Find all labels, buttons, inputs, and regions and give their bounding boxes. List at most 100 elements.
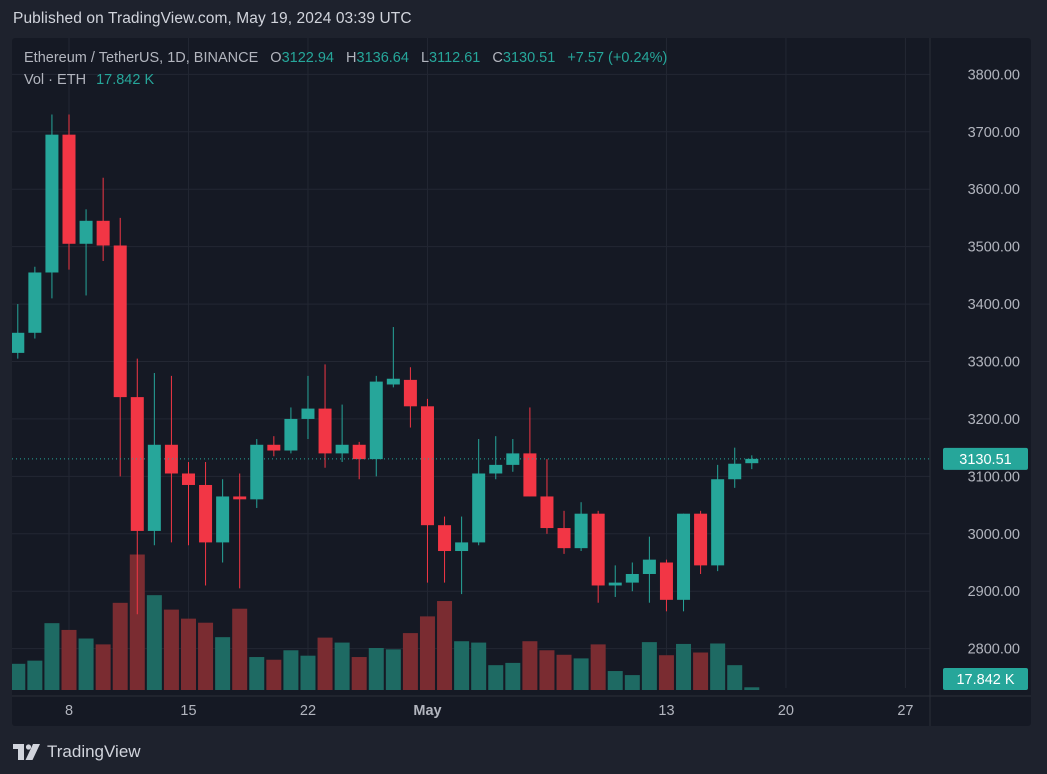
chart-panel[interactable]: 3130.51 17.842 K 3800.00 3700.00 3600.00 350… xyxy=(12,38,1031,726)
candle-body xyxy=(455,542,469,552)
candle-body xyxy=(301,408,315,419)
candle-body xyxy=(711,479,725,566)
volume-bar xyxy=(454,641,470,690)
candle-body xyxy=(113,245,127,398)
legend-volume-row: Vol · ETH 17.842 K xyxy=(24,69,675,91)
candle-body xyxy=(233,496,247,500)
candle-body xyxy=(267,444,281,451)
candle-body xyxy=(438,525,452,552)
y-tick-label: 3400.00 xyxy=(968,297,1020,313)
volume-bar xyxy=(300,655,316,690)
candle-body xyxy=(199,484,213,543)
candle-body xyxy=(147,444,161,531)
candle-body xyxy=(369,381,383,460)
x-tick-label: 27 xyxy=(897,703,913,719)
volume-bar xyxy=(283,650,299,690)
y-tick-label: 3000.00 xyxy=(968,527,1020,543)
legend-close-label: C xyxy=(492,50,503,66)
volume-bar xyxy=(573,658,589,690)
legend-ohlc-row: Ethereum / TetherUS, 1D, BINANCE O3122.9… xyxy=(24,47,675,69)
legend-low-label: L xyxy=(420,50,430,66)
volume-bars xyxy=(12,554,760,690)
volume-bar xyxy=(180,618,196,690)
volume-bar xyxy=(590,644,606,690)
legend-symbol[interactable]: Ethereum / TetherUS, 1D, BINANCE xyxy=(24,50,259,66)
volume-tag: 17.842 K xyxy=(956,672,1014,688)
candle-body xyxy=(677,513,691,600)
volume-bar xyxy=(27,660,43,690)
volume-bar xyxy=(676,643,692,690)
footer-brand[interactable]: TradingView xyxy=(13,740,141,764)
candle-body xyxy=(79,220,93,244)
volume-bar xyxy=(78,638,94,690)
candle-body xyxy=(608,582,622,586)
legend-open-value: 3122.94 xyxy=(281,50,334,66)
candle-body xyxy=(728,463,742,480)
x-tick-label: 15 xyxy=(180,703,196,719)
candle-body xyxy=(694,513,708,566)
candlestick-chart[interactable]: 3130.51 17.842 K 3800.00 3700.00 3600.00 350… xyxy=(12,38,1031,726)
volume-bar xyxy=(488,665,504,690)
candle-body xyxy=(472,473,486,543)
volume-bar xyxy=(266,659,282,690)
volume-bar xyxy=(215,637,231,690)
legend-change: +7.57 (+0.24%) xyxy=(567,50,668,66)
volume-bar xyxy=(368,648,384,690)
candle-body xyxy=(557,528,571,549)
y-tick-label: 3100.00 xyxy=(968,469,1020,485)
volume-bar xyxy=(658,655,674,690)
candle-body xyxy=(318,408,332,454)
volume-tag-bg xyxy=(943,668,1028,690)
candle-body xyxy=(62,134,76,244)
legend-high-label: H xyxy=(346,50,357,66)
volume-bar xyxy=(12,663,26,690)
volume-bar xyxy=(556,654,572,690)
y-tick-label: 2900.00 xyxy=(968,584,1020,600)
price-line: 3130.51 17.842 K xyxy=(12,447,1028,690)
y-tick-label: 3300.00 xyxy=(968,355,1020,371)
legend-low-value: 3112.61 xyxy=(429,50,481,66)
candle-body xyxy=(181,473,195,485)
volume-bar xyxy=(744,687,760,690)
candle-body xyxy=(216,496,230,543)
volume-bar xyxy=(44,623,60,690)
y-tick-label: 3700.00 xyxy=(968,125,1020,141)
candle-body xyxy=(12,332,25,353)
volume-bar xyxy=(693,652,709,690)
candle-body xyxy=(591,513,605,586)
legend-volume-label: Vol · ETH xyxy=(24,72,87,88)
volume-bar xyxy=(351,657,367,690)
volume-bar xyxy=(249,657,265,690)
candle-body xyxy=(250,444,264,500)
last-price-tag: 3130.51 xyxy=(959,452,1011,468)
volume-bar xyxy=(539,650,555,690)
volume-bar xyxy=(112,602,128,690)
volume-bar xyxy=(163,609,179,690)
volume-bar xyxy=(641,642,657,690)
volume-bar xyxy=(727,665,743,690)
x-tick-label: 20 xyxy=(778,703,794,719)
y-tick-label: 3200.00 xyxy=(968,412,1020,428)
volume-bar xyxy=(402,633,418,690)
candle-body xyxy=(540,496,554,529)
candle-body xyxy=(386,378,400,385)
candle-body xyxy=(625,573,639,583)
candle-body xyxy=(745,458,759,464)
volume-bar xyxy=(607,671,623,690)
volume-bar xyxy=(129,554,145,690)
x-tick-label: 13 xyxy=(658,703,674,719)
candle-body xyxy=(489,464,503,474)
volume-bar xyxy=(505,662,521,690)
volume-bar xyxy=(385,649,401,690)
x-tick-label: 8 xyxy=(65,703,73,719)
volume-bar xyxy=(710,643,726,690)
candle-body xyxy=(420,406,434,526)
volume-bar xyxy=(198,622,214,690)
published-header: Published on TradingView.com, May 19, 20… xyxy=(13,10,412,27)
candle-body xyxy=(284,418,298,451)
candle-body xyxy=(523,453,537,497)
price-axis: 3800.00 3700.00 3600.00 3500.00 3400.00 3300.… xyxy=(968,67,1020,657)
candle-body xyxy=(45,134,59,273)
legend-volume-value: 17.842 K xyxy=(96,72,155,88)
legend-close-value: 3130.51 xyxy=(502,50,556,66)
